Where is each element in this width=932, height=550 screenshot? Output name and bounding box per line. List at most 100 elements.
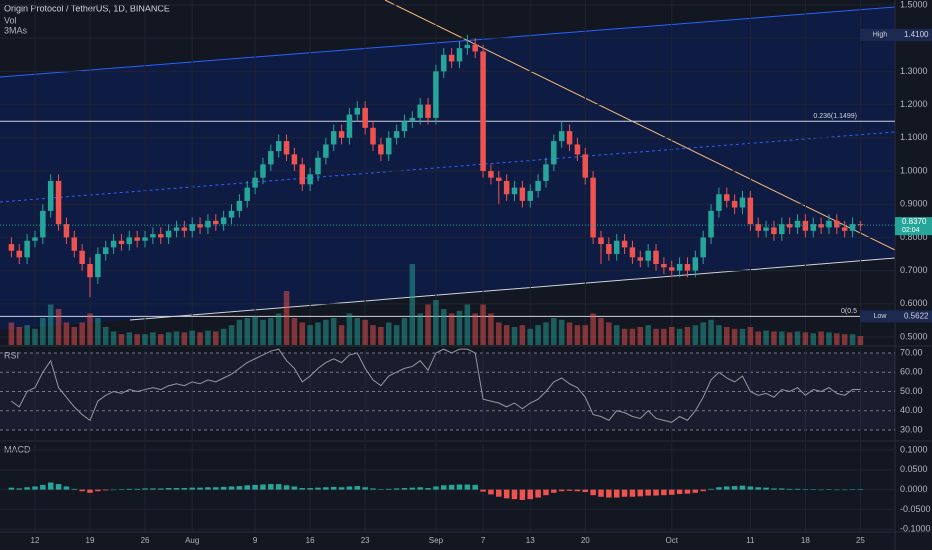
volume-bar [291,318,298,345]
candle-body [456,48,463,62]
macd-bar [551,489,557,493]
x-tick-label: 13 [526,536,535,545]
candle-body [16,250,23,258]
last-price-box [895,217,932,236]
volume-bar [637,327,644,345]
candle-body [747,197,754,225]
x-tick-label: Oct [666,536,679,545]
candle-body [645,250,651,261]
candle-body [63,224,70,238]
macd-bar [511,489,518,500]
macd-bar [252,484,258,490]
candle-body [291,154,298,165]
marker-label: High [873,32,888,39]
macd-bar [472,484,478,490]
candle-body [283,141,290,155]
volume-bar [574,325,581,345]
candle-body [134,237,140,241]
macd-bar [291,486,298,490]
macd-bar [260,484,266,490]
macd-bar [283,485,290,490]
volume-bar [826,332,832,345]
candle-body [385,137,392,155]
candle-body [574,144,581,155]
y-tick-label: -0.1000 [900,524,931,534]
candle-body [739,197,746,208]
macd-bar [370,488,376,490]
volume-bar [55,309,62,345]
candle-body [213,220,219,225]
macd-bar [299,488,306,490]
volume-bar [755,331,761,345]
volume-bar [535,325,541,345]
candle-body [724,194,730,201]
macd-bar [275,484,282,490]
macd-bar [213,487,219,490]
candle-body [362,107,368,128]
candle-body [802,220,809,231]
candle-body [566,131,573,145]
candle-body [558,131,565,142]
candle-body [849,224,856,231]
volume-bar [590,313,596,345]
macd-bar [456,484,463,490]
macd-bar [802,489,809,490]
volume-bar [433,300,439,345]
volume-bar [63,322,70,345]
volume-bar [779,331,785,345]
candle-body [480,51,486,172]
macd-bar [95,489,101,492]
macd-bar [464,484,471,490]
volume-bar [771,331,777,345]
candle-body [676,263,683,271]
volume-bar [613,325,620,345]
macd-bar [708,488,714,490]
candle-body [606,244,612,255]
volume-bar [480,304,486,345]
volume-bar [747,327,754,345]
y-tick-label: 0.0000 [900,484,928,494]
candle-body [731,200,738,208]
candle-body [205,220,211,228]
volume-bar [338,325,345,345]
volume-bar [668,327,675,345]
candle-body [189,224,195,231]
volume-bar [661,328,667,345]
candle-body [857,224,864,226]
volume-bar [173,331,180,345]
volume-bar [118,334,125,345]
y-tick-label: 1.2000 [900,99,928,109]
candle-body [629,247,636,258]
volume-bar [676,328,683,345]
volume-bar [857,336,864,345]
volume-bar [834,333,840,345]
volume-bar [786,332,793,345]
volume-bar [511,327,518,345]
y-tick-label: 1.1000 [900,132,928,142]
candle-body [354,107,361,115]
macd-bar [118,489,125,490]
volume-bar [629,328,636,345]
macd-bar [63,486,70,490]
macd-bar [724,486,730,490]
candle-body [425,104,431,118]
volume-bar [323,319,329,345]
macd-bar [779,488,785,490]
volume-bar [802,332,809,345]
macd-bar [755,487,761,490]
macd-bar [181,488,188,490]
candle-body [158,234,164,238]
macd-bar [354,486,361,490]
macd-bar [668,489,675,495]
macd-bar [409,487,416,490]
marker-box [860,28,932,41]
candle-body [275,141,282,152]
volume-bar [409,264,416,345]
macd-bar [228,486,235,490]
macd-bar [731,486,738,490]
volume-bar [464,304,471,345]
candle-body [378,144,384,155]
volume-bar [158,334,164,345]
candle-body [543,164,549,181]
